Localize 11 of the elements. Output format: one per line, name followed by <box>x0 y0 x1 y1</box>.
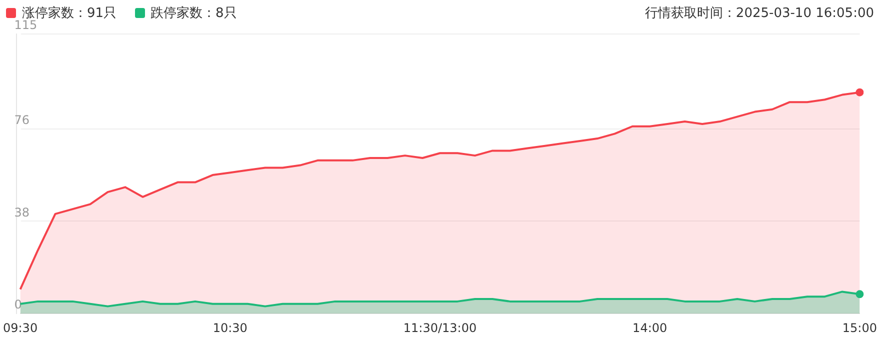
legend-label: 涨停家数：91只 <box>22 5 117 21</box>
x-tick-label: 11:30/13:00 <box>403 320 477 335</box>
text: 行情获取时间：2025-03-10 16:05:00 <box>644 5 874 22</box>
legend-label: 跌停家数：8只 <box>150 5 237 22</box>
x-tick-label: 10:30 <box>212 320 248 335</box>
x-tick-label: 14:00 <box>632 320 668 335</box>
x-tick-label: 15:00 <box>842 320 878 335</box>
y-tick-label: 38 <box>14 205 30 220</box>
y-tick-label: 76 <box>14 112 30 127</box>
x-tick-label: 09:30 <box>2 320 38 335</box>
y-tick-label: 115 <box>14 18 38 32</box>
